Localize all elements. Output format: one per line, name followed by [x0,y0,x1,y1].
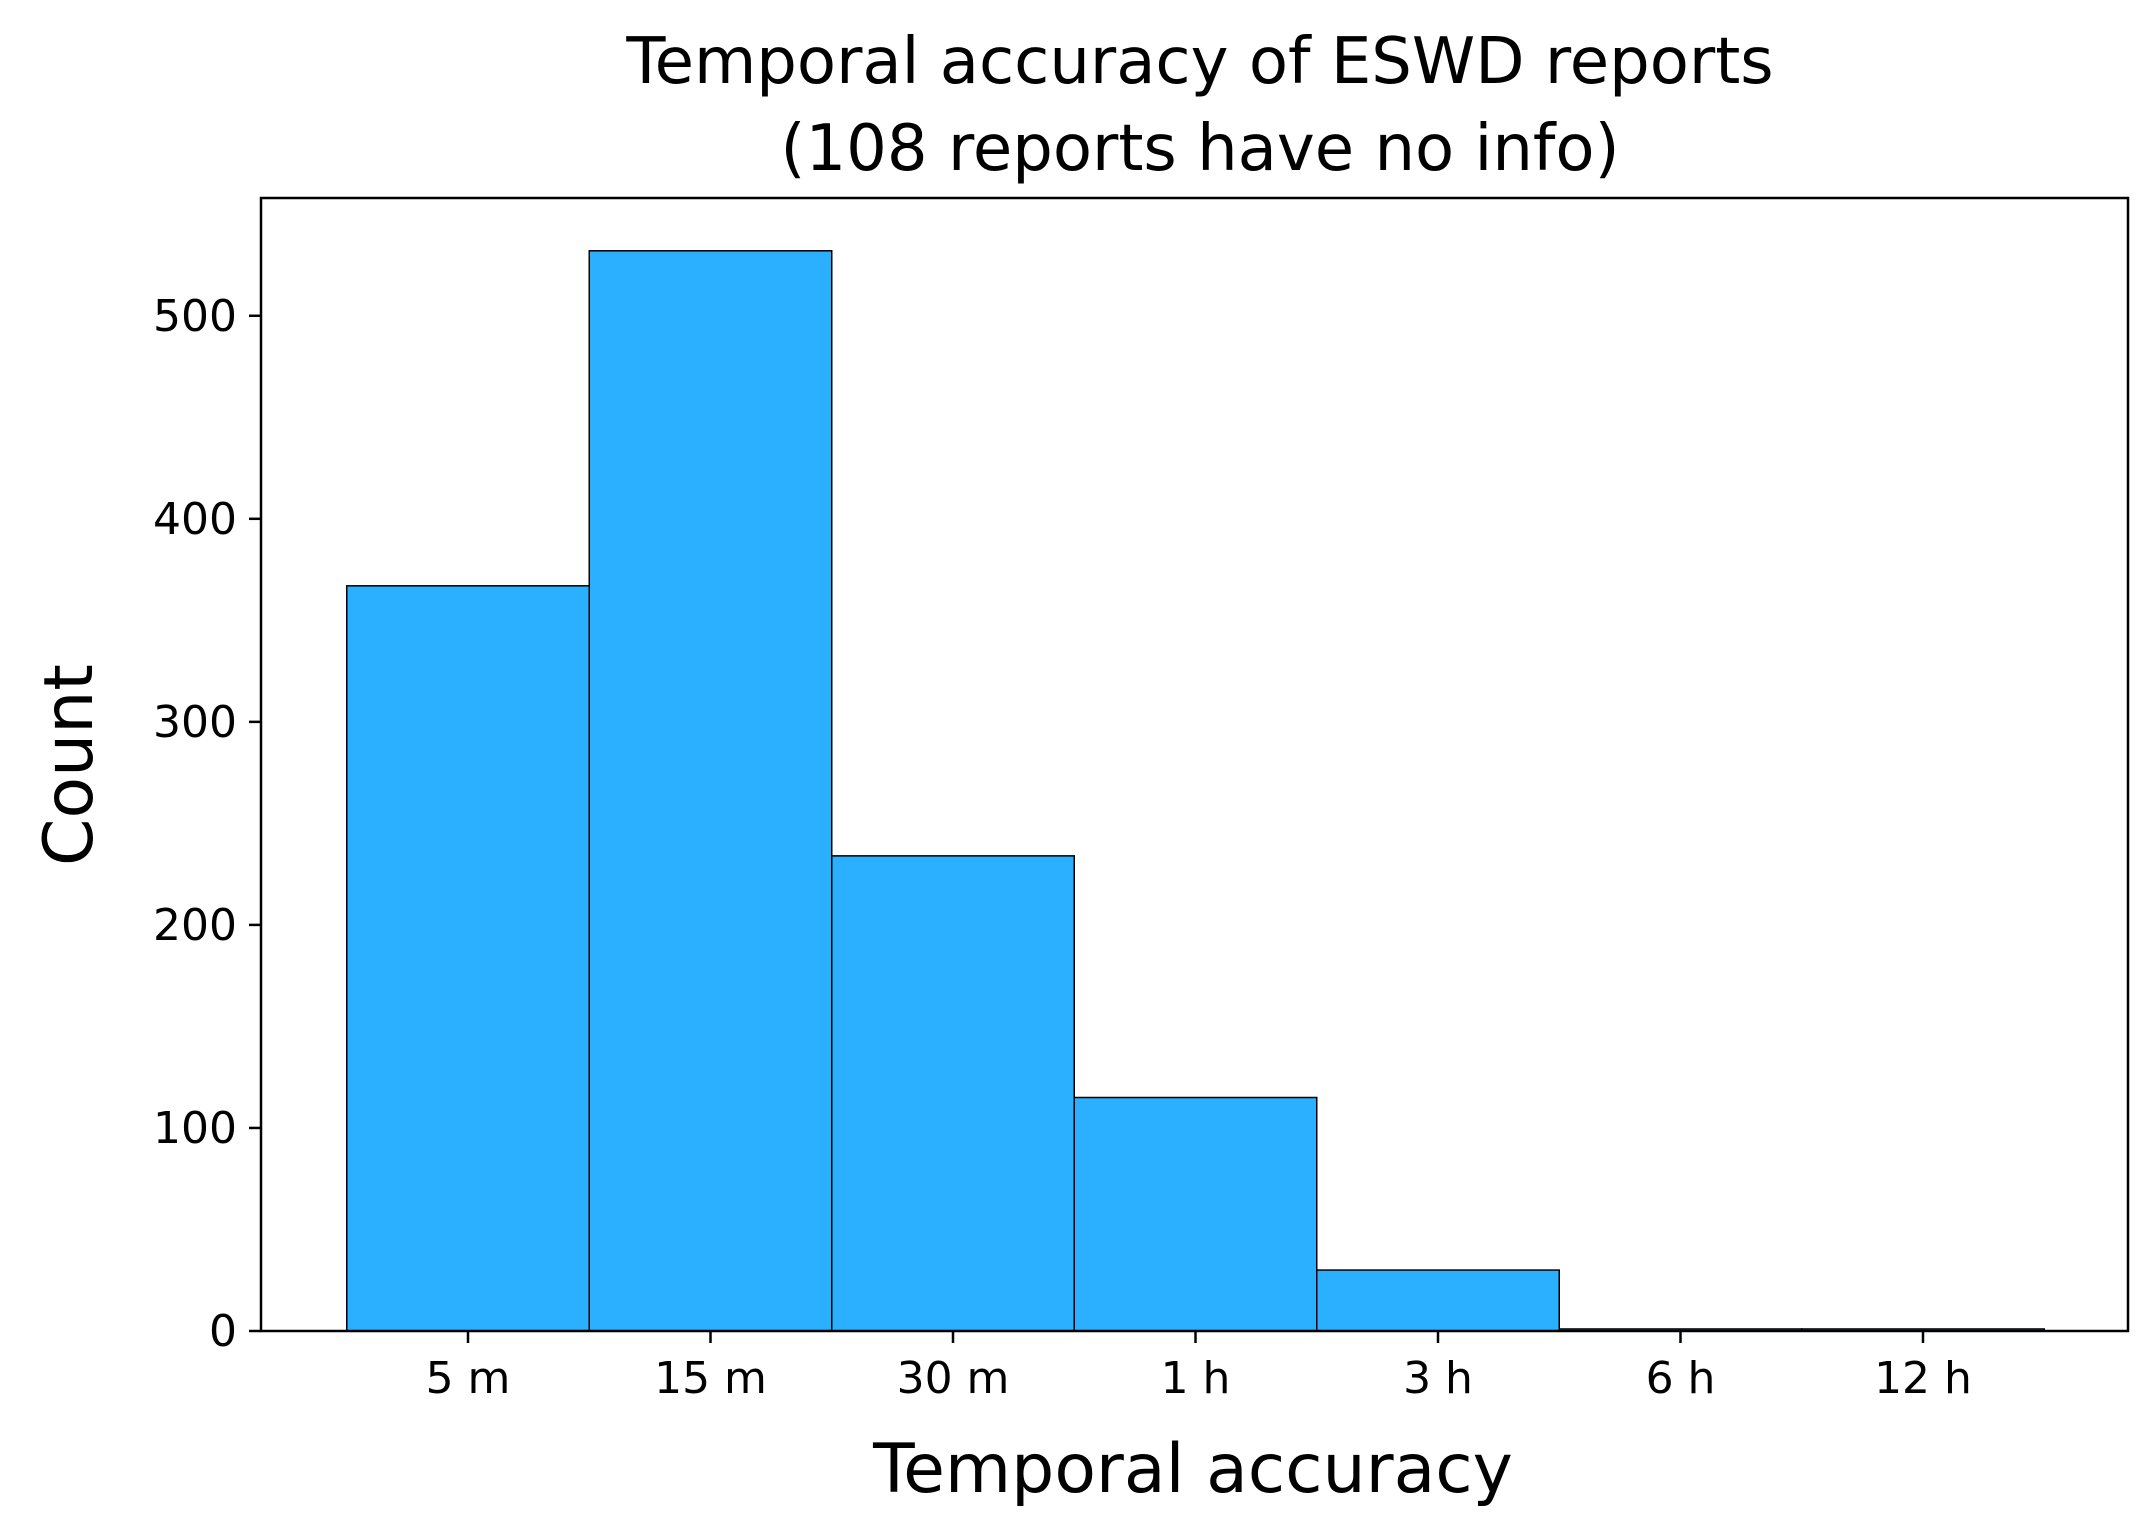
bar-30-m [831,855,1075,1332]
x-tick-label: 15 m [654,1353,767,1404]
y-tick-label: 100 [153,1103,237,1154]
bar-1-h [1073,1096,1318,1332]
bar-3-h [1316,1269,1560,1332]
chart-title: Temporal accuracy of ESWD reports [625,25,1773,99]
bar-5-m [346,585,590,1332]
bar-15-m [588,250,833,1332]
bars-group [346,250,2045,1332]
x-axis-ticks: 5 m 15 m 30 m 1 h 3 h 6 h 12 h [426,1331,1972,1404]
x-tick-label: 5 m [426,1353,511,1404]
y-axis-ticks: 0 100 200 300 400 500 [153,291,261,1357]
y-axis-label: Count [30,664,109,866]
y-tick-label: 0 [209,1306,237,1357]
x-tick-label: 1 h [1161,1353,1231,1404]
y-tick-label: 500 [153,291,237,342]
y-tick-label: 300 [153,697,237,748]
x-tick-label: 6 h [1646,1353,1716,1404]
x-tick-label: 12 h [1874,1353,1972,1404]
plot-area-frame [259,196,2130,1333]
chart-subtitle: (108 reports have no info) [780,112,1619,186]
x-axis-label: Temporal accuracy [872,1430,1513,1509]
x-tick-label: 3 h [1403,1353,1473,1404]
y-tick-label: 400 [153,494,237,545]
y-tick-label: 200 [153,900,237,951]
x-tick-label: 30 m [897,1353,1010,1404]
